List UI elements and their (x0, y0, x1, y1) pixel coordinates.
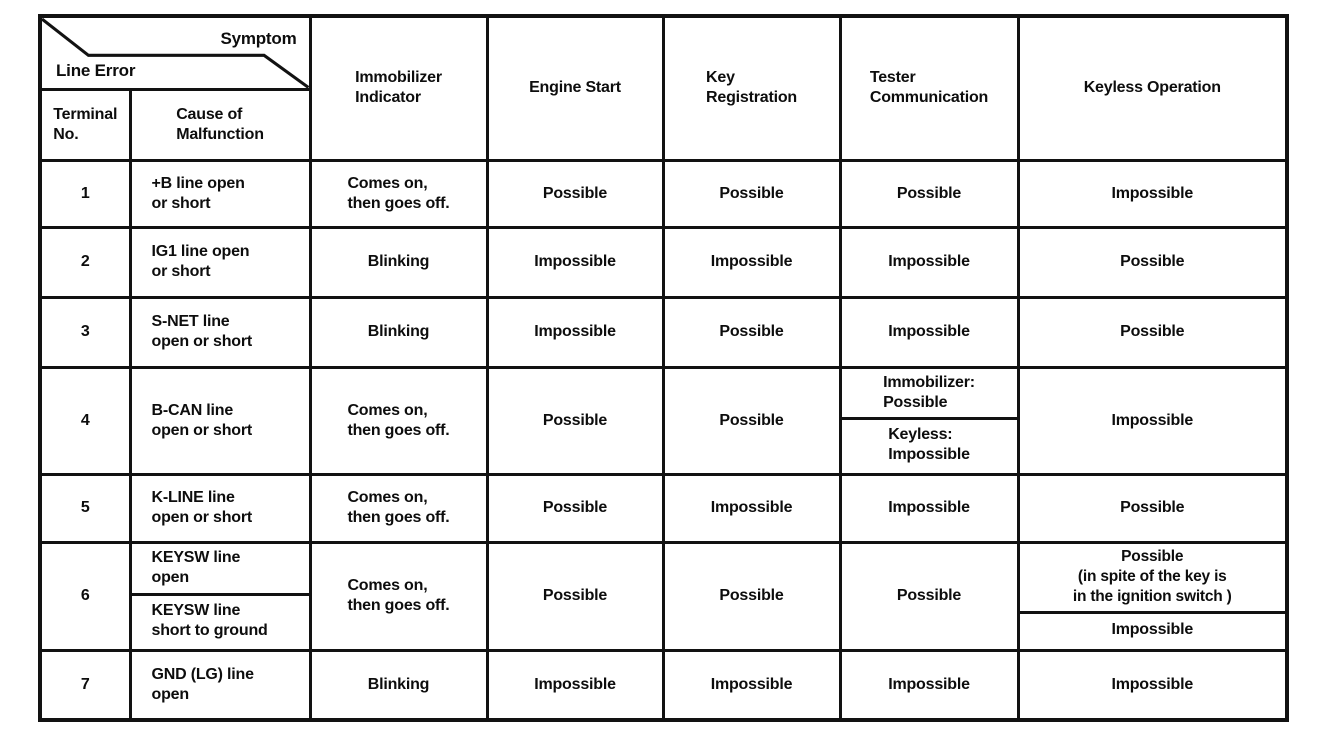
col-header-label: Engine Start (529, 79, 621, 97)
cell-immobilizer-indicator: Blinking (308, 225, 489, 299)
cell-cause: S-NET line open or short (128, 295, 312, 369)
col-header-terminal-no: Terminal No. (38, 87, 132, 162)
cell-tester-immobilizer-sub: Immobilizer: Possible (841, 369, 1017, 420)
cell-tester-communication: Impossible (838, 472, 1020, 544)
col-header-label: Immobilizer Indicator (355, 69, 442, 107)
col-header-label: Terminal No. (53, 105, 118, 143)
diagonal-divider-line (42, 18, 309, 88)
cell-terminal-no: 2 (38, 225, 132, 299)
corner-diagonal-cell: Symptom Line Error (38, 14, 312, 91)
cell-tester-communication: Possible (838, 158, 1020, 229)
cell-keyless-operation: Impossible (1016, 648, 1289, 722)
cell-immobilizer-indicator: Comes on, then goes off. (308, 158, 489, 229)
cell-key-registration: Possible (661, 158, 842, 229)
cell-text: Keyless: Impossible (888, 425, 970, 463)
cell-immobilizer-indicator: Comes on, then goes off. (308, 472, 489, 544)
cell-cause: IG1 line open or short (128, 225, 312, 299)
cell-terminal-no: 4 (38, 365, 132, 476)
cell-cause-short-sub: KEYSW line short to ground (151, 601, 268, 639)
cell-text: Comes on, then goes off. (347, 489, 450, 526)
cell-tester-communication: Possible (838, 540, 1020, 652)
corner-line-error-label: Line Error (56, 61, 136, 80)
table-row: 7 GND (LG) line open Blinking Impossible… (38, 648, 1289, 722)
col-header-label: Key Registration (706, 69, 797, 107)
col-header-key-registration: Key Registration (661, 14, 842, 162)
table-row: 5 K-LINE line open or short Comes on, th… (38, 472, 1289, 544)
cell-terminal-no: 7 (38, 648, 132, 722)
cell-cause: B-CAN line open or short (128, 365, 312, 476)
cell-terminal-no: 1 (38, 158, 132, 229)
cell-engine-start: Possible (485, 540, 665, 652)
cell-text: Comes on, then goes off. (347, 577, 450, 614)
cell-key-registration: Impossible (661, 648, 842, 722)
table-row: 2 IG1 line open or short Blinking Imposs… (38, 225, 1289, 299)
cell-text: Comes on, then goes off. (347, 174, 450, 212)
cell-immobilizer-indicator: Comes on, then goes off. (308, 540, 489, 652)
cell-engine-start: Possible (485, 158, 665, 229)
cell-engine-start: Impossible (485, 225, 665, 299)
cell-engine-start: Impossible (485, 295, 665, 369)
cell-tester-communication-split: Immobilizer: Possible Keyless: Impossibl… (838, 365, 1020, 476)
col-header-immobilizer-indicator: Immobilizer Indicator (308, 14, 489, 162)
cell-key-registration: Impossible (661, 225, 842, 299)
cell-engine-start: Possible (485, 472, 665, 544)
cell-tester-communication: Impossible (838, 225, 1020, 299)
troubleshooting-table: Symptom Line Error Immobilizer Indicator… (38, 14, 1289, 722)
col-header-label: Cause of Malfunction (176, 105, 264, 143)
cell-terminal-no: 6 (38, 540, 132, 652)
cell-key-registration: Possible (661, 540, 842, 652)
cell-keyless-operation: Impossible (1016, 158, 1289, 229)
cell-terminal-no: 5 (38, 472, 132, 544)
cell-tester-communication: Impossible (838, 295, 1020, 369)
cell-keyless-impossible-sub: Impossible (1111, 620, 1194, 638)
cell-cause: K-LINE line open or short (128, 472, 312, 544)
cell-key-registration: Possible (661, 295, 842, 369)
cell-tester-keyless-sub: Keyless: Impossible (842, 420, 1017, 470)
cell-cause-split: KEYSW line open KEYSW line short to grou… (128, 540, 312, 652)
table-row: 6 KEYSW line open KEYSW line short to gr… (38, 540, 1289, 652)
cell-keyless-operation: Possible (1016, 225, 1289, 299)
table-row: 3 S-NET line open or short Blinking Impo… (38, 295, 1289, 369)
table-row: 1 +B line open or short Comes on, then g… (38, 158, 1289, 229)
cell-immobilizer-indicator: Blinking (308, 648, 489, 722)
corner-symptom-label: Symptom (220, 29, 297, 48)
cell-keyless-operation-split: Possible (in spite of the key is in the … (1016, 540, 1289, 652)
cell-cause-open-sub: KEYSW line open (131, 544, 309, 596)
cell-cause: GND (LG) line open (128, 648, 312, 722)
header-row-top: Symptom Line Error Immobilizer Indicator… (38, 14, 1289, 162)
col-header-cause-of-malfunction: Cause of Malfunction (128, 87, 312, 162)
cell-keyless-operation: Possible (1016, 472, 1289, 544)
cell-keyless-operation: Impossible (1016, 365, 1289, 476)
col-header-keyless-operation: Keyless Operation (1016, 14, 1289, 162)
cell-immobilizer-indicator: Comes on, then goes off. (308, 365, 489, 476)
cell-text: Comes on, then goes off. (347, 401, 450, 439)
cell-engine-start: Impossible (485, 648, 665, 722)
cell-text: Immobilizer: Possible (883, 373, 975, 411)
col-header-engine-start: Engine Start (485, 14, 665, 162)
cell-engine-start: Possible (485, 365, 665, 476)
cell-immobilizer-indicator: Blinking (308, 295, 489, 369)
cell-key-registration: Possible (661, 365, 842, 476)
col-header-tester-communication: Tester Communication (838, 14, 1020, 162)
cell-key-registration: Impossible (661, 472, 842, 544)
col-header-label: Keyless Operation (1083, 79, 1221, 97)
cell-keyless-possible-sub: Possible (in spite of the key is in the … (1019, 544, 1285, 614)
table-row: 4 B-CAN line open or short Comes on, the… (38, 365, 1289, 476)
header-row-sub: Terminal No. Cause of Malfunction (38, 87, 1287, 162)
cell-cause: +B line open or short (128, 158, 312, 229)
cell-keyless-operation: Possible (1016, 295, 1289, 369)
cell-tester-communication: Impossible (838, 648, 1020, 722)
col-header-label: Tester Communication (869, 69, 989, 107)
cell-terminal-no: 3 (38, 295, 132, 369)
